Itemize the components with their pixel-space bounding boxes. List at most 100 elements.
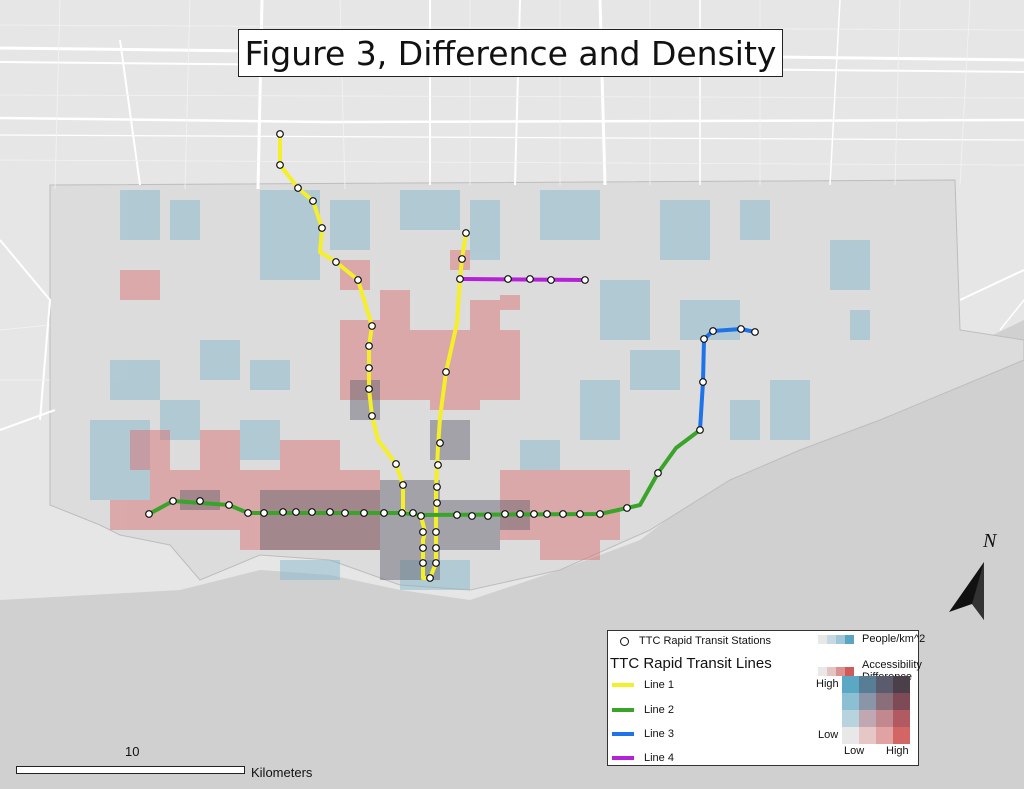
access-ramp-swatches bbox=[818, 666, 854, 676]
station-marker[interactable] bbox=[260, 509, 268, 517]
station-marker[interactable] bbox=[432, 528, 440, 536]
station-marker[interactable] bbox=[432, 544, 440, 552]
station-marker[interactable] bbox=[294, 184, 302, 192]
toronto-boundary bbox=[49, 179, 1024, 591]
station-marker[interactable] bbox=[581, 276, 589, 284]
station-marker[interactable] bbox=[354, 276, 362, 284]
station-marker[interactable] bbox=[244, 509, 252, 517]
station-marker[interactable] bbox=[623, 504, 631, 512]
station-marker[interactable] bbox=[596, 510, 604, 518]
station-marker[interactable] bbox=[559, 510, 567, 518]
station-marker[interactable] bbox=[453, 511, 461, 519]
legend-line-2-row: Line 2 bbox=[612, 704, 674, 716]
station-marker[interactable] bbox=[468, 512, 476, 520]
line-4-symbol-icon bbox=[612, 756, 634, 760]
station-symbol-icon bbox=[620, 636, 629, 646]
station-marker[interactable] bbox=[318, 224, 326, 232]
station-marker[interactable] bbox=[279, 508, 287, 516]
station-marker[interactable] bbox=[456, 275, 464, 283]
station-marker[interactable] bbox=[276, 161, 284, 169]
station-marker[interactable] bbox=[530, 510, 538, 518]
bivariate-cell-3-1 bbox=[859, 727, 876, 744]
station-marker[interactable] bbox=[576, 510, 584, 518]
station-marker[interactable] bbox=[368, 412, 376, 420]
station-marker[interactable] bbox=[145, 510, 153, 518]
legend-lines-title: TTC Rapid Transit Lines bbox=[610, 655, 772, 672]
station-marker[interactable] bbox=[484, 512, 492, 520]
bivariate-cell-2-2 bbox=[876, 710, 893, 727]
station-marker[interactable] bbox=[516, 510, 524, 518]
station-marker[interactable] bbox=[419, 528, 427, 536]
station-marker[interactable] bbox=[699, 378, 707, 386]
station-marker[interactable] bbox=[308, 508, 316, 516]
bivariate-x-low-label: Low bbox=[844, 745, 865, 757]
station-marker[interactable] bbox=[380, 509, 388, 517]
bivariate-cell-2-3 bbox=[893, 710, 910, 727]
station-marker[interactable] bbox=[398, 509, 406, 517]
station-marker[interactable] bbox=[426, 574, 434, 582]
station-marker[interactable] bbox=[365, 385, 373, 393]
station-markers bbox=[145, 130, 759, 582]
station-marker[interactable] bbox=[751, 328, 759, 336]
station-marker[interactable] bbox=[360, 509, 368, 517]
station-marker[interactable] bbox=[409, 509, 417, 517]
station-marker[interactable] bbox=[442, 368, 450, 376]
station-marker[interactable] bbox=[504, 275, 512, 283]
legend-line-4-row: Line 4 bbox=[612, 752, 674, 764]
bivariate-cell-1-2 bbox=[876, 693, 893, 710]
station-marker[interactable] bbox=[700, 335, 708, 343]
station-marker[interactable] bbox=[419, 544, 427, 552]
station-marker[interactable] bbox=[462, 229, 470, 237]
station-marker[interactable] bbox=[225, 501, 233, 509]
station-marker[interactable] bbox=[399, 481, 407, 489]
station-marker[interactable] bbox=[432, 559, 440, 567]
legend-density-label: People/km^2 bbox=[862, 633, 926, 645]
station-marker[interactable] bbox=[434, 461, 442, 469]
north-arrow-icon bbox=[949, 562, 984, 620]
bivariate-cell-3-2 bbox=[876, 727, 893, 744]
line-1-symbol-icon bbox=[612, 683, 634, 687]
station-marker[interactable] bbox=[526, 275, 534, 283]
bivariate-cell-0-0 bbox=[842, 676, 859, 693]
station-marker[interactable] bbox=[276, 130, 284, 138]
station-marker[interactable] bbox=[392, 460, 400, 468]
bivariate-y-high-label: High bbox=[816, 678, 839, 690]
legend-line-2-label: Line 2 bbox=[644, 704, 674, 716]
station-marker[interactable] bbox=[326, 508, 334, 516]
density-ramp-swatch-1 bbox=[827, 634, 836, 644]
station-marker[interactable] bbox=[696, 426, 704, 434]
station-marker[interactable] bbox=[709, 327, 717, 335]
station-marker[interactable] bbox=[419, 559, 427, 567]
bivariate-cell-3-3 bbox=[893, 727, 910, 744]
station-marker[interactable] bbox=[433, 483, 441, 491]
bivariate-grid bbox=[842, 676, 910, 744]
bivariate-cell-2-1 bbox=[859, 710, 876, 727]
access-ramp-swatch-3 bbox=[845, 666, 854, 676]
station-marker[interactable] bbox=[309, 197, 317, 205]
station-marker[interactable] bbox=[196, 497, 204, 505]
station-marker[interactable] bbox=[501, 510, 509, 518]
station-marker[interactable] bbox=[737, 325, 745, 333]
station-marker[interactable] bbox=[365, 364, 373, 372]
station-marker[interactable] bbox=[341, 509, 349, 517]
bivariate-cell-2-0 bbox=[842, 710, 859, 727]
station-marker[interactable] bbox=[365, 342, 373, 350]
station-marker[interactable] bbox=[368, 322, 376, 330]
line-1-track bbox=[278, 134, 468, 580]
north-label: N bbox=[983, 530, 997, 552]
station-marker[interactable] bbox=[292, 508, 300, 516]
station-marker[interactable] bbox=[332, 258, 340, 266]
map-legend: TTC Rapid Transit Stations TTC Rapid Tra… bbox=[607, 630, 925, 766]
bivariate-cell-3-0 bbox=[842, 727, 859, 744]
bivariate-x-high-label: High bbox=[886, 745, 909, 757]
scale-bar bbox=[16, 766, 245, 774]
legend-density-row: People/km^2 bbox=[818, 633, 925, 645]
station-marker[interactable] bbox=[417, 512, 425, 520]
station-marker[interactable] bbox=[547, 276, 555, 284]
station-marker[interactable] bbox=[458, 255, 466, 263]
station-marker[interactable] bbox=[543, 510, 551, 518]
station-marker[interactable] bbox=[654, 469, 662, 477]
station-marker[interactable] bbox=[169, 497, 177, 505]
station-marker[interactable] bbox=[433, 499, 441, 507]
station-marker[interactable] bbox=[436, 439, 444, 447]
